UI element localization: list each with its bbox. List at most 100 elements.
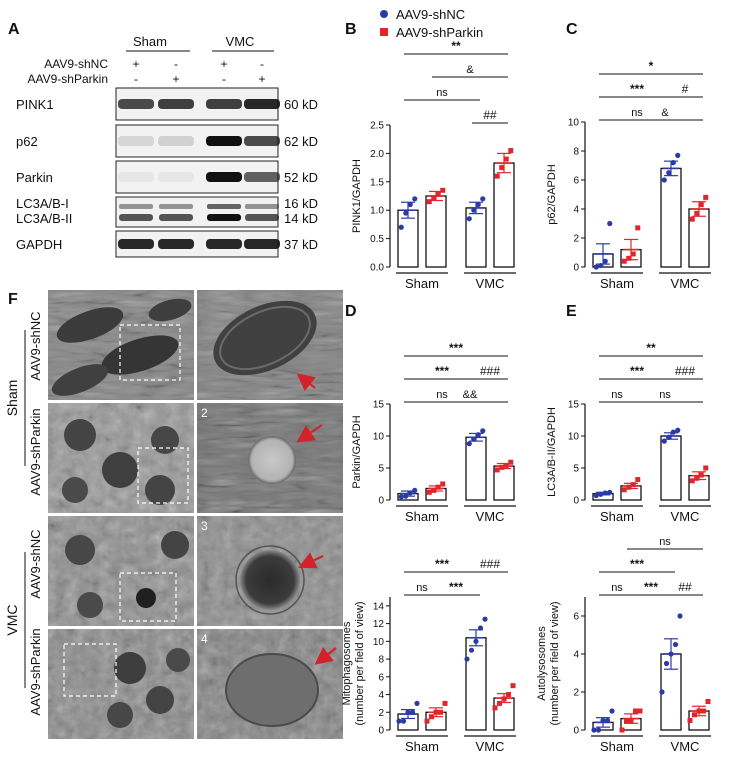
em-image-4-left xyxy=(48,629,194,739)
chart-B-point-2-1 xyxy=(471,207,477,213)
chart-G-ytick-label-1: 2 xyxy=(378,708,384,719)
chart-G-point-2-0 xyxy=(464,656,470,662)
blot-band-3-a-0 xyxy=(119,204,153,209)
chart-H-point-3-1 xyxy=(692,712,697,718)
blot-sign-r0-c0: + xyxy=(132,57,139,71)
chart-G-point-3-2 xyxy=(501,696,507,702)
chart-E-point-2-3 xyxy=(675,427,681,433)
chart-B-point-3-3 xyxy=(508,148,514,154)
chart-H-sig-label-1: *** xyxy=(644,580,658,594)
bar-charts: 0.0 0.5 1.0 1.5 2.0 2.5 Sham VMC PINK1/GAPDH ## ns… xyxy=(341,39,711,754)
blot-band-3-b-3 xyxy=(245,214,279,221)
chart-E-ytick-label-0: 0 xyxy=(573,496,579,507)
panel-letter-e: E xyxy=(566,303,577,320)
chart-D-point-2-3 xyxy=(480,428,486,434)
em-row-label-4: AAV9-shParkin xyxy=(28,628,43,715)
chart-C-point-0-3 xyxy=(607,220,613,227)
chart-D-point-3-2 xyxy=(503,462,509,468)
chart-D: 0 5 10 15 Sham VMC Parkin/GAPDH ns &&### ****** xyxy=(351,341,516,524)
chart-D-point-1-3 xyxy=(440,481,446,487)
chart-B-point-2-0 xyxy=(466,216,472,222)
chart-C-sig-label-2: # xyxy=(682,82,689,96)
blot-band-1-3 xyxy=(244,136,280,146)
chart-E-point-3-3 xyxy=(703,465,709,471)
chart-C-point-3-3 xyxy=(703,194,709,200)
blot-band-0-1 xyxy=(158,99,194,109)
chart-D-sig-label-3: *** xyxy=(435,364,449,378)
chart-E-point-0-2 xyxy=(602,490,608,496)
em-image-2-number: 2 xyxy=(201,406,208,420)
chart-G-sig-label-2: *** xyxy=(435,557,449,571)
chart-H-point-0-2 xyxy=(600,717,606,724)
chart-H-sig-label-3: *** xyxy=(630,557,644,571)
chart-D-point-2-0 xyxy=(466,441,472,447)
chart-G-point-3-1 xyxy=(497,700,502,706)
chart-C-group-sham: Sham xyxy=(600,276,634,291)
chart-C-ylabel: p62/GAPDH xyxy=(546,164,558,225)
em-image-4-number: 4 xyxy=(201,632,208,646)
blot-band-2-2 xyxy=(206,172,242,182)
chart-B-point-0-3 xyxy=(412,196,418,202)
em-image-3-left xyxy=(48,516,194,626)
chart-G-point-1-0 xyxy=(424,718,430,724)
chart-C-ytick-label-4: 8 xyxy=(573,147,579,158)
chart-E-sig-label-4: ** xyxy=(646,341,656,355)
blot-band-2-0 xyxy=(118,172,154,182)
chart-B-sig-label-0: ## xyxy=(483,108,497,122)
chart-G-point-0-1 xyxy=(400,718,407,724)
chart-G-sig-label-1: *** xyxy=(449,580,463,594)
chart-B-point-3-2 xyxy=(503,156,509,162)
chart-D-point-1-2 xyxy=(435,484,441,490)
chart-E-sig-label-1: ns xyxy=(659,389,671,401)
blot-kd-3-b: 14 kD xyxy=(284,211,318,226)
chart-G: 0 2 4 6 8 10 12 14 Sham VMC Mitophagosomes (number … xyxy=(341,557,516,754)
chart-C-point-3-2 xyxy=(698,202,704,208)
chart-B-sig-label-1: ns xyxy=(436,87,448,99)
blot-band-4-1 xyxy=(158,239,194,249)
blot-sign-r0-c1: - xyxy=(174,57,178,71)
chart-H-point-1-3 xyxy=(633,708,638,714)
chart-G-ytick-label-3: 6 xyxy=(378,672,384,683)
chart-G-point-0-4 xyxy=(414,700,420,707)
chart-H-point-0-1 xyxy=(595,727,602,733)
chart-G-point-3-3 xyxy=(506,692,511,698)
chart-G-point-0-3 xyxy=(409,709,416,715)
chart-H-point-2-1 xyxy=(663,660,670,667)
chart-B-point-0-2 xyxy=(407,201,413,208)
chart-E-point-2-2 xyxy=(670,429,676,435)
chart-E-point-2-0 xyxy=(661,438,667,444)
chart-G-ylabel2: (number per field of view) xyxy=(354,601,366,725)
chart-H-point-0-0 xyxy=(591,727,597,733)
chart-B-point-2-2 xyxy=(475,201,481,208)
chart-G-bar-2 xyxy=(465,637,487,731)
chart-B-ytick-label-5: 2.5 xyxy=(370,121,384,132)
em-image-3-right: 3 xyxy=(197,516,343,626)
chart-G-ytick-label-7: 14 xyxy=(373,601,385,612)
chart-G-ytick-label-4: 8 xyxy=(378,655,384,666)
chart-C-point-1-2 xyxy=(630,251,636,257)
chart-C-sig-label-1: & xyxy=(661,107,669,119)
em-image-2-right: 2 xyxy=(197,403,343,513)
blot-band-0-2 xyxy=(206,99,242,109)
chart-H-ytick-label-1: 2 xyxy=(573,688,579,699)
em-group-vmc: VMC xyxy=(4,604,20,635)
chart-E: 0 5 10 15 Sham VMC LC3A/B-II/GAPDH ns ns ### ***** xyxy=(546,341,711,524)
chart-C-point-0-1 xyxy=(598,262,604,269)
blot-band-3-a-1 xyxy=(159,204,193,209)
chart-E-point-3-2 xyxy=(698,472,704,478)
blot-sign-r1-c0: - xyxy=(134,72,138,86)
chart-E-sig-label-0: ns xyxy=(611,389,623,401)
em-image-4-right: 4 xyxy=(197,629,343,739)
chart-D-point-0-3 xyxy=(412,487,418,493)
chart-H-point-1-4 xyxy=(637,708,643,714)
chart-H-point-0-4 xyxy=(609,708,615,714)
chart-H-point-1-1 xyxy=(624,718,629,723)
blot-group-vmc: VMC xyxy=(226,34,255,49)
blot-strips: PINK1 60 kD p62 62 kD Parkin 52 kD LC3A/B-ILC3… xyxy=(16,87,318,258)
panel-letter-c: C xyxy=(566,21,578,38)
chart-H-ylabel: Autolysosomes xyxy=(536,626,548,701)
blot-band-1-0 xyxy=(118,136,154,146)
blot-label-3: LC3A/B-I xyxy=(16,196,69,211)
blot-kd-3: 16 kD xyxy=(284,196,318,211)
